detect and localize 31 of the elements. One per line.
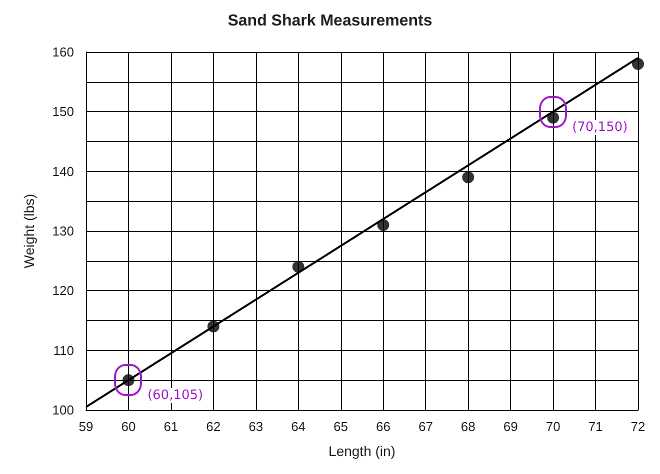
y-tick-label: 120 [52,283,74,298]
y-axis-title: Weight (lbs) [21,194,37,268]
x-tick-label: 71 [588,419,603,434]
point [207,320,220,332]
x-tick-label: 72 [630,419,646,434]
x-tick-label: 63 [248,419,264,434]
x-tick-label: 70 [546,419,560,434]
x-tick-label: 67 [418,419,433,434]
point [377,219,390,232]
x-tick-label: 64 [291,419,306,434]
x-axis-title: Length (in) [328,443,396,459]
x-tick-label: 66 [376,419,390,434]
annotation: (70,150) [571,120,629,135]
x-tick-label: 59 [78,419,94,434]
point [292,260,304,273]
y-tick-label: 100 [52,402,74,418]
y-tick-label: 150 [52,104,74,120]
x-tick-label: 69 [503,419,518,434]
y-tick-label: 140 [52,164,74,179]
x-tick-label: 60 [121,419,136,434]
x-tick-label: 62 [206,419,221,434]
annotation: (60,105) [146,388,204,404]
x-tick-label: 68 [460,419,476,434]
y-tick-label: 110 [53,342,74,358]
y-tick-label: 130 [52,224,74,238]
y-tick-label: 160 [52,44,74,60]
chart-title: Sand Shark Measurements [228,12,432,30]
x-tick-label: 65 [334,419,348,434]
x-tick-label: 61 [164,419,178,434]
point [462,171,474,184]
point [632,58,644,70]
